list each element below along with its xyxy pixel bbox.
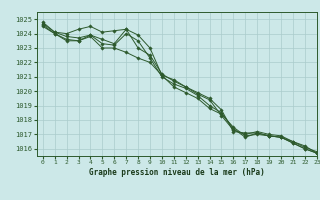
X-axis label: Graphe pression niveau de la mer (hPa): Graphe pression niveau de la mer (hPa) <box>89 168 265 177</box>
